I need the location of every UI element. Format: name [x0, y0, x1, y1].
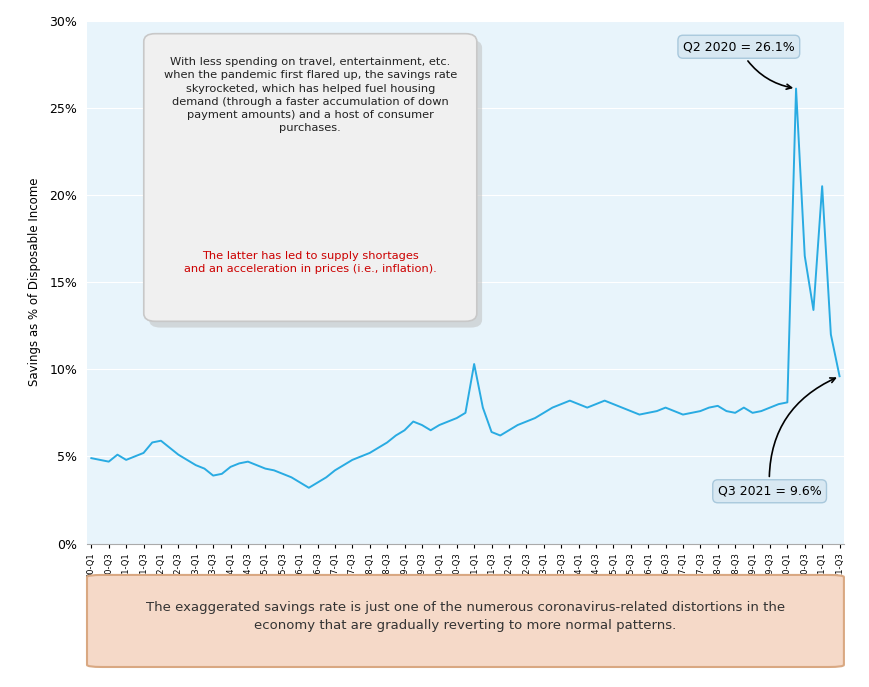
Text: The latter has led to supply shortages
and an acceleration in prices (i.e., infl: The latter has led to supply shortages a… [183, 251, 436, 274]
X-axis label: Year & Quarter: Year & Quarter [406, 589, 524, 604]
FancyBboxPatch shape [87, 575, 843, 667]
Y-axis label: Savings as % of Disposable Income: Savings as % of Disposable Income [28, 178, 41, 386]
FancyBboxPatch shape [149, 40, 481, 328]
Text: With less spending on travel, entertainment, etc.
when the pandemic first flared: With less spending on travel, entertainm… [163, 57, 456, 133]
FancyBboxPatch shape [143, 34, 476, 322]
Text: Q2 2020 = 26.1%: Q2 2020 = 26.1% [682, 41, 793, 89]
Text: The exaggerated savings rate is just one of the numerous coronavirus-related dis: The exaggerated savings rate is just one… [146, 601, 784, 632]
Text: Q3 2021 = 9.6%: Q3 2021 = 9.6% [717, 378, 834, 498]
